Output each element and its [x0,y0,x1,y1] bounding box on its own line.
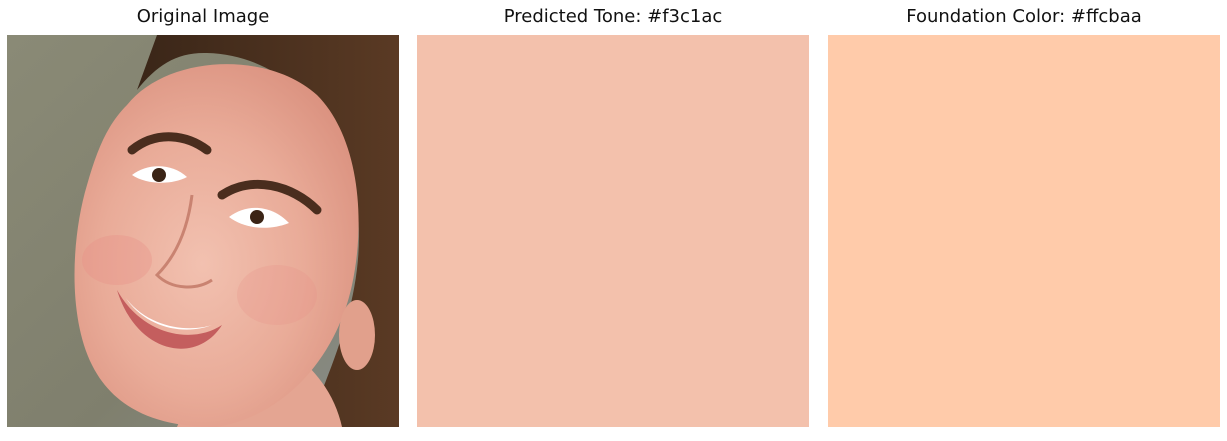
panel-title: Predicted Tone: #f3c1ac [503,6,723,27]
original-face-photo [7,35,399,427]
foundation-color-swatch [828,35,1220,427]
panel-title: Original Image [136,6,270,27]
predicted-tone-swatch [417,35,809,427]
panel-title: Foundation Color: #ffcbaa [906,6,1142,27]
